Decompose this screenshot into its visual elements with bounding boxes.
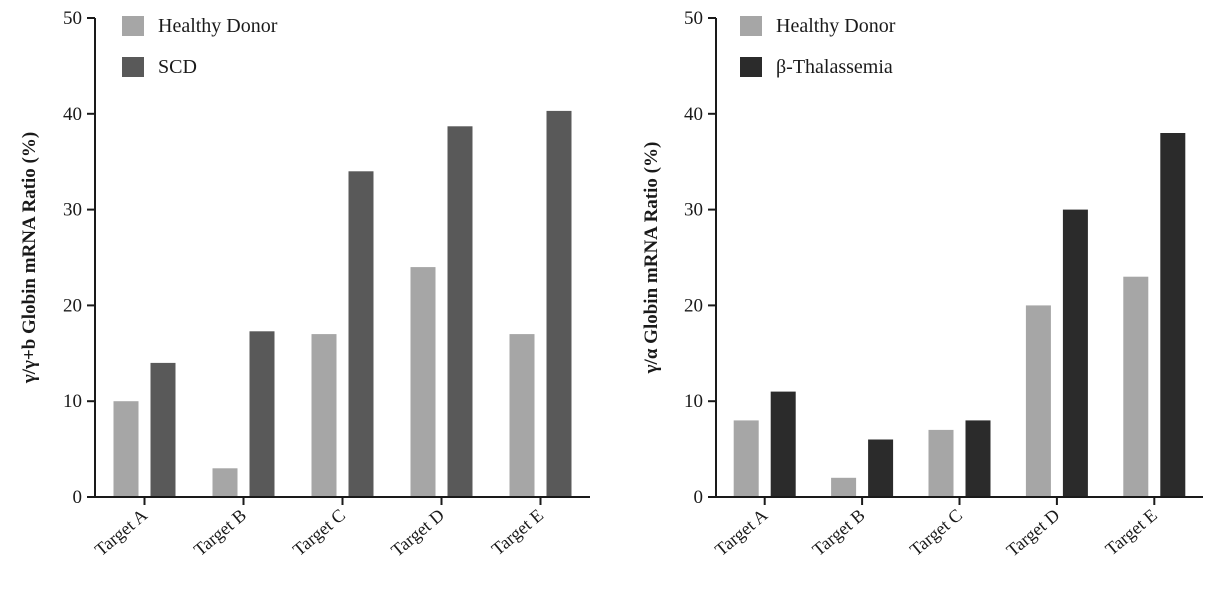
y-tick-label-1-0: 0 <box>73 487 83 508</box>
bar-1-s1-4 <box>410 267 436 497</box>
legend-label-1-2: SCD <box>158 56 197 78</box>
legend-label-1-1: Healthy Donor <box>158 15 278 37</box>
y-tick-label-2-5: 50 <box>684 8 703 29</box>
bar-1-s1-5 <box>509 334 535 497</box>
x-tick-label-2-4: Target D <box>1002 505 1063 561</box>
bar-1-s2-2 <box>249 331 275 497</box>
legend-label-2-1: Healthy Donor <box>776 15 896 37</box>
legend-swatch-2-2 <box>740 57 762 77</box>
bar-2-s2-3 <box>965 420 991 497</box>
bar-2-s2-5 <box>1160 133 1186 497</box>
y-tick-label-2-3: 30 <box>684 200 703 221</box>
bar-2-s2-1 <box>770 391 796 497</box>
x-tick-label-2-2: Target B <box>808 505 868 560</box>
y-tick-label-1-2: 20 <box>63 295 82 316</box>
legend-label-2-2: β-Thalassemia <box>776 56 893 78</box>
bar-2-s1-3 <box>928 429 954 497</box>
x-tick-label-1-2: Target B <box>190 505 250 560</box>
bar-2-s1-1 <box>733 420 759 497</box>
y-tick-label-2-4: 40 <box>684 104 703 125</box>
y-tick-label-2-0: 0 <box>694 487 704 508</box>
bar-2-s1-2 <box>831 477 857 497</box>
bar-1-s1-2 <box>212 468 238 497</box>
y-tick-label-1-3: 30 <box>63 200 82 221</box>
y-axis-label-1: γ/γ+b Globin mRNA Ratio (%) <box>19 132 40 384</box>
y-axis-label-2: γ/α Globin mRNA Ratio (%) <box>641 142 662 375</box>
x-tick-label-1-3: Target C <box>289 505 349 560</box>
x-tick-label-1-4: Target D <box>387 505 448 561</box>
bar-1-s1-3 <box>311 334 337 497</box>
bar-1-s2-1 <box>150 362 176 497</box>
bar-1-s2-4 <box>447 126 473 498</box>
x-tick-label-2-5: Target E <box>1101 505 1161 559</box>
legend-swatch-1-2 <box>122 57 144 77</box>
x-tick-label-2-3: Target C <box>906 505 966 560</box>
legend-swatch-1-1 <box>122 16 144 36</box>
bar-2-s2-4 <box>1062 209 1088 497</box>
bar-1-s2-3 <box>348 171 374 498</box>
y-tick-label-2-2: 20 <box>684 295 703 316</box>
x-tick-label-1-1: Target A <box>91 505 151 560</box>
x-tick-label-1-5: Target E <box>488 505 548 559</box>
y-tick-label-1-4: 40 <box>63 104 82 125</box>
y-tick-label-1-1: 10 <box>63 391 82 412</box>
bar-1-s1-1 <box>113 401 139 497</box>
legend-swatch-2-1 <box>740 16 762 36</box>
y-tick-label-2-1: 10 <box>684 391 703 412</box>
bar-1-s2-5 <box>546 110 572 498</box>
bar-2-s1-4 <box>1025 305 1051 497</box>
x-tick-label-2-1: Target A <box>711 505 771 560</box>
y-tick-label-1-5: 50 <box>63 8 82 29</box>
bar-2-s1-5 <box>1123 276 1149 497</box>
bar-2-s2-2 <box>868 439 894 497</box>
